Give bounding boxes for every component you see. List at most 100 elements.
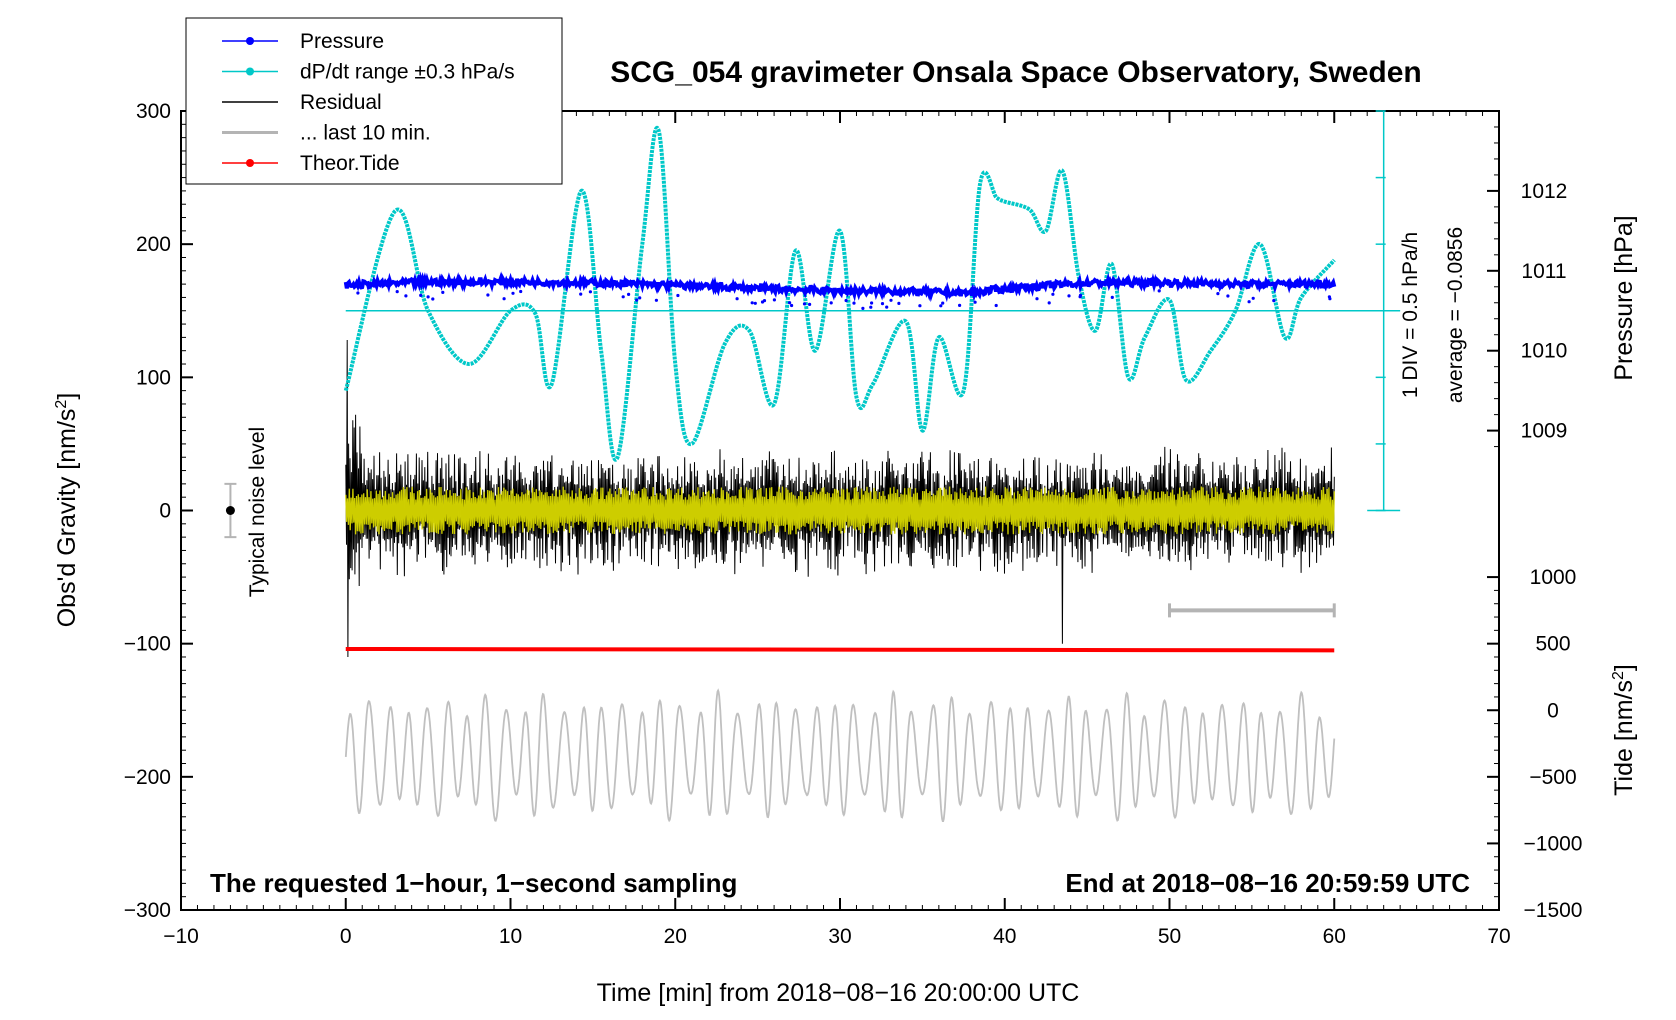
residual-overlay-trace [345, 486, 1335, 535]
pressure-outlier-point [441, 290, 445, 294]
pressure-outlier-point [395, 290, 399, 294]
pressure-outlier-point [958, 303, 962, 307]
y-axis-left-title: Obs'd Gravity [nm/s2] [53, 393, 81, 628]
legend-label: Pressure [300, 30, 384, 53]
pressure-outlier-point [772, 298, 777, 302]
pressure-outlier-point [1078, 295, 1082, 299]
chart-title: SCG_054 gravimeter Onsala Space Observat… [610, 56, 1422, 89]
pressure-outlier-point [356, 291, 360, 295]
tide-tick-label: −1000 [1524, 832, 1583, 855]
noise-level-label: Typical noise level [246, 427, 269, 597]
y-axis-tide-title: Tide [nm/s2] [1610, 664, 1638, 796]
x-tick-label: 30 [828, 925, 851, 948]
pressure-outlier-point [1226, 294, 1230, 298]
pressure-outlier-point [627, 292, 631, 296]
legend-marker [246, 159, 254, 167]
legend-marker [246, 37, 254, 45]
pressure-outlier-point [880, 302, 885, 306]
pressure-outlier-point [852, 301, 856, 305]
pressure-outlier-point [861, 306, 865, 310]
pressure-outlier-point [1247, 300, 1251, 304]
x-tick-label: 50 [1158, 925, 1181, 948]
y-tick-label: −200 [124, 766, 171, 789]
noise-level-dot [225, 506, 235, 515]
dpdt-div-note: 1 DIV = 0.5 hPa/h [1399, 232, 1422, 398]
tide-tick-label: 500 [1535, 633, 1570, 656]
pressure-outlier-point [579, 292, 583, 296]
pressure-outlier-point [404, 294, 408, 298]
x-tick-label: 70 [1487, 925, 1510, 948]
pressure-outlier-point [1216, 292, 1220, 296]
legend-box [185, 17, 563, 185]
pressure-outlier-point [419, 293, 423, 297]
series-layer [343, 126, 1337, 823]
residual-trace [345, 339, 1335, 658]
pressure-outlier-point [1272, 299, 1276, 303]
y-tick-label: 200 [136, 233, 171, 256]
pressure-outlier-point [788, 301, 792, 305]
legend-marker [246, 67, 254, 76]
pressure-outlier-point [654, 298, 659, 302]
pressure-outlier-point [1035, 297, 1039, 301]
x-tick-label: 60 [1323, 925, 1346, 948]
pressure-outlier-point [1251, 296, 1255, 300]
pressure-outlier-point [869, 305, 873, 309]
dpdt-average-note: average = −0.0856 [1444, 227, 1467, 403]
pressure-outlier-point [790, 303, 794, 308]
pressure-outlier-point [638, 296, 642, 300]
pressure-outlier-point [588, 290, 593, 294]
pressure-trace [343, 271, 1337, 303]
y-tick-label: −300 [124, 899, 171, 922]
theor-tide-line [345, 646, 1335, 653]
pressure-outlier-point [1328, 297, 1332, 301]
note-sampling: The requested 1−hour, 1−second sampling [210, 868, 737, 898]
x-axis-title: Time [min] from 2018−08−16 20:00:00 UTC [597, 979, 1080, 1007]
pressure-outlier-point [519, 289, 523, 294]
pressure-outlier-point [511, 291, 515, 295]
y-axis-pressure-title: Pressure [hPa] [1610, 215, 1638, 380]
pressure-outlier-point [808, 302, 812, 306]
pressure-outlier-point [735, 297, 739, 301]
pressure-outlier-point [1051, 292, 1055, 296]
tide-tick-label: 1000 [1530, 566, 1577, 589]
pressure-outlier-point [1047, 301, 1051, 305]
pressure-outlier-point [889, 298, 893, 302]
tide-tick-label: 0 [1547, 699, 1559, 722]
dpdt-trace [343, 126, 1336, 462]
x-tick-label: 20 [664, 925, 687, 948]
grey-trace [344, 688, 1336, 823]
legend-label: Theor.Tide [300, 152, 400, 175]
pressure-outlier-point [802, 302, 807, 306]
pressure-outlier-point [486, 293, 490, 297]
pressure-outlier-point [994, 303, 998, 308]
legend-label: ... last 10 min. [300, 122, 431, 145]
pressure-outlier-point [918, 304, 922, 308]
pressure-outlier-point [844, 298, 848, 303]
pressure-outlier-point [621, 295, 625, 299]
x-tick-label: 0 [340, 925, 352, 948]
pressure-tick-label: 1010 [1521, 340, 1568, 363]
pressure-outlier-point [1067, 294, 1071, 298]
legend-label: dP/dt range ±0.3 hPa/s [300, 61, 515, 84]
pressure-outlier-point [431, 297, 435, 301]
pressure-outlier-point [753, 301, 757, 305]
pressure-outlier-point [973, 300, 977, 304]
y-tick-label: −100 [124, 633, 171, 656]
tide-tick-label: −500 [1529, 766, 1576, 789]
pressure-outlier-point [939, 304, 943, 308]
legend-label: Residual [300, 91, 382, 114]
y-tick-label: 300 [136, 100, 171, 123]
pressure-outlier-point [426, 295, 430, 299]
decor-layer [224, 110, 1401, 539]
pressure-outlier-point [885, 305, 889, 309]
pressure-outlier-point [760, 300, 765, 304]
pressure-outlier-point [750, 301, 754, 305]
pressure-outlier-point [502, 297, 506, 301]
y-tick-label: 0 [159, 500, 171, 523]
pressure-outlier-point [1157, 289, 1161, 293]
x-tick-label: 10 [499, 925, 522, 948]
pressure-tick-label: 1012 [1521, 180, 1568, 203]
y-tick-label: 100 [136, 366, 171, 389]
x-tick-label: 40 [993, 925, 1016, 948]
